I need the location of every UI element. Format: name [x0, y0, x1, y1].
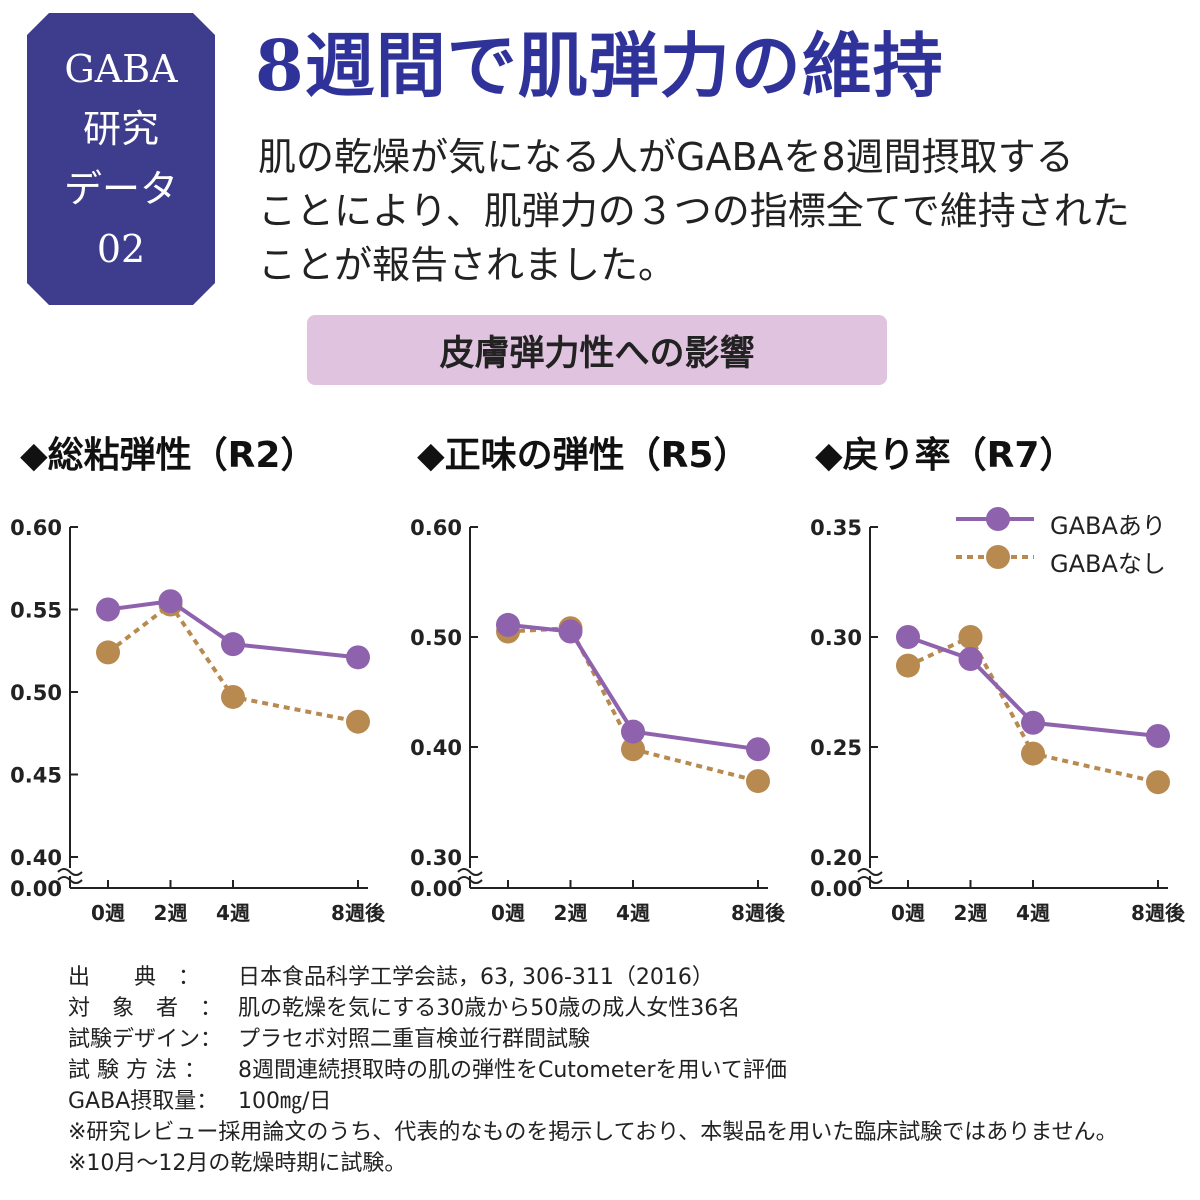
data-point-no-gaba: [1146, 770, 1170, 795]
chart-r5: 0.60 0.50 0.40 0.30 0.00 0週 2週 4週 8週後: [410, 516, 786, 925]
section-banner: 皮膚弾力性への影響: [307, 315, 887, 385]
footnote-value: 日本食品科学工学会誌，63, 306-311（2016）: [238, 965, 714, 990]
legend-label-gaba: GABAあり: [1050, 512, 1166, 540]
chart-title-r5: ◆正味の弾性（R5）: [417, 435, 750, 476]
data-point-gaba: [896, 625, 920, 649]
data-point-no-gaba: [621, 737, 645, 762]
x-tick-label: 8週後: [331, 901, 386, 925]
data-point-no-gaba: [346, 709, 370, 734]
legend-markers: [956, 507, 1034, 569]
data-point-gaba: [346, 645, 370, 670]
axis-break-mark: [857, 868, 883, 884]
footnote-note-1: ※研究レビュー採用論文のうち、代表的なものを掲示しており、本製品を用いた臨床試験…: [68, 1120, 1118, 1145]
footnote-note-2: ※10月～12月の乾燥時期に試験。: [68, 1151, 407, 1176]
description-line-2: ことにより、肌弾力の３つの指標全てで維持された: [258, 189, 1130, 233]
legend-marker-no-gaba: [986, 545, 1010, 569]
y-tick-label: 0.45: [10, 764, 62, 788]
footnote-row: 試験デザイン： プラセボ対照二重盲検並行群間試験: [68, 1024, 1118, 1055]
series-line-no-gaba: [106, 601, 359, 724]
data-point-no-gaba: [896, 653, 920, 678]
badge-line-3: データ: [63, 167, 178, 211]
footnote-label: 出 典 ：: [68, 965, 201, 990]
data-point-gaba: [221, 632, 245, 657]
data-point-gaba: [96, 597, 120, 622]
footnote-value: プラセボ対照二重盲検並行群間試験: [238, 1027, 591, 1052]
description: 肌の乾燥が気になる人がGABAを8週間摂取する ことにより、肌弾力の３つの指標全…: [258, 130, 1188, 292]
legend-label-no-gaba: GABAなし: [1050, 550, 1166, 578]
footnote-value: 8週間連続摂取時の肌の弾性をCutometerを用いて評価: [238, 1058, 787, 1083]
data-point-gaba: [746, 737, 770, 762]
x-tick-label: 0週: [891, 901, 925, 925]
y-tick-label: 0.60: [10, 516, 62, 540]
y-tick-label: 0.30: [410, 846, 462, 870]
y-tick-label: 0.50: [410, 626, 462, 650]
chart-title-r2: ◆総粘弾性（R2）: [20, 435, 317, 476]
series-line-gaba: [507, 622, 759, 752]
legend-marker-gaba: [986, 507, 1010, 531]
footnote-row: 対 象 者 ： 肌の乾燥を気にする30歳から50歳の成人女性36名: [68, 993, 1118, 1024]
x-tick-label: 2週: [554, 901, 588, 925]
chart-title-r7: ◆戻り率（R7）: [815, 435, 1076, 476]
footnote-label: 対 象 者 ：: [68, 996, 223, 1021]
y-tick-label: 0.40: [10, 846, 62, 870]
data-point-no-gaba: [1021, 741, 1045, 766]
footnote-label: 試験デザイン：: [68, 1027, 223, 1052]
y-tick-label: 0.20: [810, 846, 862, 870]
page-title: 8週間で肌弾力の維持: [255, 24, 944, 107]
footnote-row: 出 典 ： 日本食品科学工学会誌，63, 306-311（2016）: [68, 962, 1118, 993]
x-tick-label: 4週: [616, 901, 650, 925]
footnote-label: GABA摂取量：: [68, 1089, 219, 1114]
data-point-no-gaba: [221, 684, 245, 709]
x-tick-label: 0週: [91, 901, 125, 925]
data-point-gaba: [158, 589, 183, 614]
study-badge: GABA 研究 データ 02: [27, 13, 215, 305]
chart-legend: GABAあり GABAなし: [950, 505, 1190, 578]
x-tick-label: 4週: [216, 901, 250, 925]
badge-line-1: GABA: [64, 47, 178, 91]
x-tick-label: 2週: [954, 901, 988, 925]
data-point-no-gaba: [96, 640, 120, 665]
axis-break-mark: [457, 868, 483, 884]
data-point-gaba: [958, 647, 983, 671]
data-point-gaba: [1146, 724, 1170, 748]
data-point-gaba: [1021, 710, 1045, 735]
series-line-gaba: [107, 599, 359, 660]
footnote-row: 試 験 方 法 ： 8週間連続摂取時の肌の弾性をCutometerを用いて評価: [68, 1055, 1118, 1086]
footnotes: 出 典 ： 日本食品科学工学会誌，63, 306-311（2016） 対 象 者…: [68, 962, 1118, 1179]
y-tick-label: 0.00: [10, 877, 62, 901]
y-tick-label: 0.30: [810, 626, 862, 650]
y-tick-label: 0.00: [410, 877, 462, 901]
x-tick-label: 4週: [1016, 901, 1050, 925]
data-point-gaba: [558, 619, 583, 644]
description-line-1: 肌の乾燥が気になる人がGABAを8週間摂取する: [258, 135, 1074, 179]
x-tick-label: 2週: [154, 901, 188, 925]
data-point-no-gaba: [746, 769, 770, 794]
y-tick-label: 0.60: [410, 516, 462, 540]
y-tick-label: 0.40: [410, 736, 462, 760]
y-tick-label: 0.50: [10, 681, 62, 705]
data-point-no-gaba: [958, 625, 983, 649]
axis-break-mark: [57, 868, 83, 884]
chart-r7: 0.35 0.30 0.25 0.20 0.00 0週 2週 4週 8週後: [810, 516, 1186, 925]
footnote-value: 100㎎/日: [238, 1089, 332, 1114]
y-tick-label: 0.55: [10, 599, 62, 623]
series-line-no-gaba: [907, 634, 1159, 785]
description-line-3: ことが報告されました。: [258, 243, 677, 287]
badge-line-4: 02: [96, 227, 146, 271]
badge-line-2: 研究: [82, 107, 159, 151]
data-point-gaba: [621, 719, 645, 744]
y-tick-label: 0.35: [810, 516, 862, 540]
series-line-gaba: [907, 635, 1159, 738]
y-tick-label: 0.25: [810, 736, 862, 760]
footnote-label: 試 験 方 法 ：: [68, 1058, 206, 1083]
chart-r2: 0.60 0.55 0.50 0.45 0.40 0.00 0週 2週 4週 8週後: [10, 516, 386, 925]
x-tick-label: 8週後: [1131, 901, 1186, 925]
y-tick-label: 0.00: [810, 877, 862, 901]
footnote-value: 肌の乾燥を気にする30歳から50歳の成人女性36名: [238, 996, 741, 1021]
data-point-gaba: [496, 612, 520, 637]
x-tick-label: 8週後: [731, 901, 786, 925]
x-tick-label: 0週: [491, 901, 525, 925]
footnote-row: GABA摂取量： 100㎎/日: [68, 1086, 1118, 1117]
